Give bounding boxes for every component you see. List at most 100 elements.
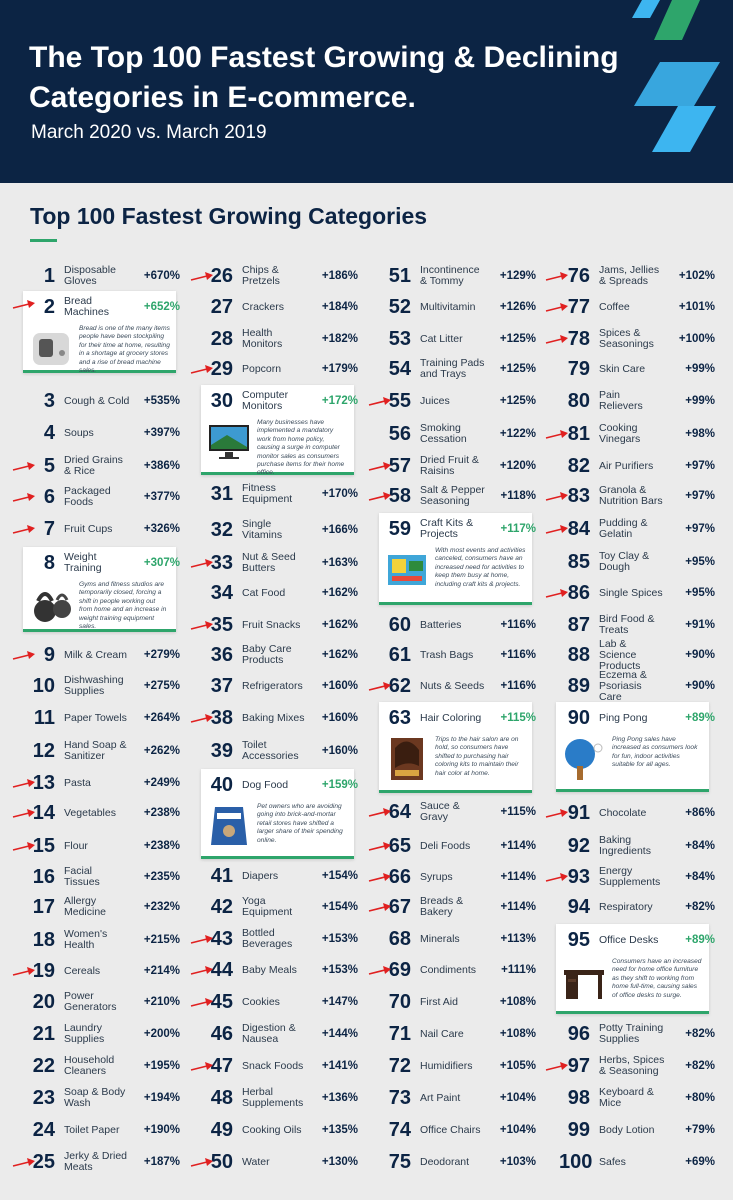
- category-name: Nuts & Seeds: [420, 679, 485, 692]
- category-name: Dishwashing Supplies: [64, 674, 124, 697]
- category-rank: 41: [210, 864, 233, 887]
- category-rank: 9: [43, 643, 55, 666]
- red-arrow-icon: [545, 809, 569, 818]
- category-rank: 82: [567, 454, 590, 477]
- category-row: 43 Bottled Beverages +153%: [204, 926, 358, 952]
- category-growth: +84%: [685, 871, 715, 883]
- category-name: Craft Kits & Projects: [420, 517, 474, 540]
- category-row: 95 Office Desks +89%: [559, 927, 715, 953]
- category-growth: +90%: [685, 680, 715, 692]
- category-name: Baby Meals: [242, 963, 297, 976]
- category-growth: +69%: [685, 1156, 715, 1168]
- category-name: Salt & Pepper Seasoning: [420, 484, 485, 507]
- category-growth: +113%: [500, 933, 537, 945]
- category-rank: 99: [567, 1118, 590, 1141]
- header-banner: The Top 100 Fastest Growing & Declining …: [0, 0, 733, 183]
- category-rank: 73: [388, 1086, 411, 1109]
- category-name: Nail Care: [420, 1027, 464, 1040]
- category-card-description: Consumers have an increased need for hom…: [612, 958, 702, 999]
- category-name: Popcorn: [242, 362, 282, 375]
- category-name: Condiments: [420, 963, 477, 976]
- category-rank: 72: [388, 1054, 411, 1077]
- category-growth: +91%: [685, 619, 715, 631]
- category-rank: 10: [32, 674, 55, 697]
- category-row: 98 Keyboard & Mice +80%: [559, 1085, 715, 1111]
- category-rank: 39: [210, 739, 233, 762]
- category-rank: 31: [210, 482, 233, 505]
- category-name: Milk & Cream: [64, 648, 128, 661]
- category-name: Minerals: [420, 932, 460, 945]
- category-rank: 29: [210, 357, 233, 380]
- category-growth: +214%: [143, 965, 180, 977]
- category-growth: +377%: [143, 491, 180, 503]
- category-name: Spices & Seasonings: [599, 327, 654, 350]
- category-growth: +82%: [685, 1060, 715, 1072]
- category-name: Computer Monitors: [242, 389, 289, 412]
- category-row: 86 Single Spices +95%: [559, 580, 715, 606]
- category-name: Single Spices: [599, 586, 663, 599]
- category-row: 7 Fruit Cups +326%: [26, 516, 180, 542]
- category-name: Keyboard & Mice: [599, 1086, 654, 1109]
- category-growth: +144%: [321, 1028, 358, 1040]
- category-row: 49 Cooking Oils +135%: [204, 1117, 358, 1143]
- category-name: Skin Care: [599, 362, 646, 375]
- category-growth: +190%: [143, 1124, 180, 1136]
- category-name: Art Paint: [420, 1091, 461, 1104]
- category-rank: 15: [32, 834, 55, 857]
- category-row: 55 Juices +125%: [382, 388, 536, 414]
- category-growth: +114%: [500, 871, 537, 883]
- red-arrow-icon: [545, 525, 569, 534]
- category-growth: +159%: [321, 779, 358, 791]
- category-rank: 2: [43, 295, 55, 318]
- category-rank: 100: [559, 1150, 593, 1173]
- category-growth: +238%: [143, 840, 180, 852]
- category-name: Toilet Paper: [64, 1123, 120, 1136]
- category-rank: 4: [43, 421, 55, 444]
- category-rank: 23: [32, 1086, 55, 1109]
- category-growth: +162%: [321, 649, 358, 661]
- category-row: 99 Body Lotion +79%: [559, 1117, 715, 1143]
- category-rank: 48: [210, 1086, 233, 1109]
- category-name: Office Chairs: [420, 1123, 481, 1136]
- red-arrow-icon: [190, 1062, 214, 1071]
- category-name: Baking Mixes: [242, 711, 305, 724]
- category-row: 25 Jerky & Dried Meats +187%: [26, 1149, 180, 1175]
- category-growth: +210%: [143, 996, 180, 1008]
- category-row: 76 Jams, Jellies & Spreads +102%: [559, 263, 715, 289]
- red-arrow-icon: [545, 335, 569, 344]
- category-row: 31 Fitness Equipment +170%: [204, 481, 358, 507]
- monitor-image: [209, 425, 249, 459]
- category-name: Baking Ingredients: [599, 834, 651, 857]
- category-name: Body Lotion: [599, 1123, 655, 1136]
- red-arrow-icon: [368, 842, 392, 851]
- red-arrow-icon: [12, 300, 36, 309]
- category-growth: +90%: [685, 649, 715, 661]
- red-arrow-icon: [190, 935, 214, 944]
- category-row: 9 Milk & Cream +279%: [26, 642, 180, 668]
- category-growth: +116%: [500, 680, 537, 692]
- category-growth: +652%: [143, 301, 180, 313]
- category-rank: 12: [32, 739, 55, 762]
- category-name: Single Vitamins: [242, 518, 283, 541]
- category-rank: 49: [210, 1118, 233, 1141]
- category-row: 1 Disposable Gloves +670%: [26, 263, 180, 289]
- category-growth: +98%: [685, 428, 715, 440]
- category-growth: +160%: [321, 745, 358, 757]
- category-rank: 11: [33, 706, 55, 729]
- category-row: 20 Power Generators +210%: [26, 989, 180, 1015]
- category-growth: +179%: [321, 363, 358, 375]
- category-growth: +84%: [685, 840, 715, 852]
- category-row: 11 Paper Towels +264%: [26, 705, 180, 731]
- category-row: 36 Baby Care Products +162%: [204, 642, 358, 668]
- category-row: 19 Cereals +214%: [26, 958, 180, 984]
- category-card: 8 Weight Training +307% Gyms and fitness st…: [23, 547, 180, 632]
- category-growth: +238%: [143, 807, 180, 819]
- category-row: 13 Pasta +249%: [26, 770, 180, 796]
- category-row: 52 Multivitamin +126%: [382, 294, 536, 320]
- category-card-description: Bread is one of the many items people ha…: [79, 325, 170, 375]
- category-growth: +182%: [321, 333, 358, 345]
- category-rank: 50: [210, 1150, 233, 1173]
- category-name: Bread Machines: [64, 295, 109, 318]
- category-rank: 78: [567, 327, 590, 350]
- category-name: Disposable Gloves: [64, 264, 116, 287]
